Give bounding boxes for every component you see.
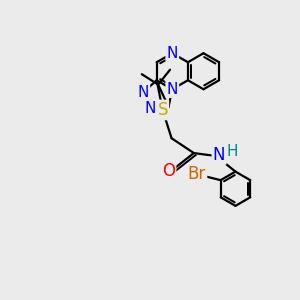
Text: N: N	[167, 82, 178, 97]
Text: O: O	[162, 162, 175, 180]
Text: N: N	[167, 46, 178, 61]
Text: N: N	[138, 85, 149, 100]
Text: N: N	[145, 101, 156, 116]
Text: S: S	[158, 101, 168, 119]
Text: H: H	[227, 144, 238, 159]
Text: Br: Br	[188, 165, 206, 183]
Text: N: N	[213, 146, 225, 164]
